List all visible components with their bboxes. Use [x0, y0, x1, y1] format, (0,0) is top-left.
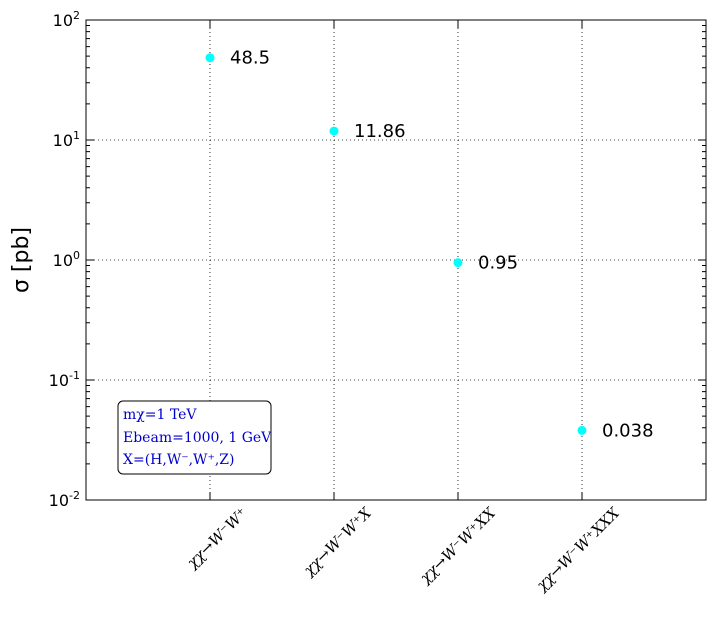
y-tick-label: 101 — [53, 129, 80, 150]
data-label: 0.95 — [478, 253, 518, 274]
data-point — [205, 53, 215, 63]
annotation-line: mχ=1 TeV — [123, 407, 197, 423]
annotation-frame — [117, 400, 272, 475]
data-point — [453, 258, 463, 268]
y-axis-label: σ [pb] — [9, 227, 34, 293]
data-label: 0.038 — [602, 420, 654, 441]
data-points: 48.5 11.86 0.95 0.038 — [205, 48, 654, 441]
grid — [86, 20, 706, 500]
y-tick-label: 10-2 — [49, 489, 80, 510]
y-tick-label: 10-1 — [49, 369, 80, 390]
data-point — [329, 126, 339, 136]
y-tick-label: 100 — [53, 249, 80, 270]
data-label: 11.86 — [354, 121, 406, 142]
y-axis: 102 101 100 10-1 10-2 — [49, 9, 706, 510]
y-tick-label: 102 — [53, 9, 80, 30]
data-label: 48.5 — [230, 48, 270, 69]
data-point — [577, 425, 587, 435]
annotation-box: mχ=1 TeV Ebeam=1000, 1 GeV X=(H,W⁻,W⁺,Z) — [117, 400, 272, 475]
annotation-line: Ebeam=1000, 1 GeV — [123, 430, 272, 446]
annotation-line: X=(H,W⁻,W⁺,Z) — [123, 452, 234, 468]
